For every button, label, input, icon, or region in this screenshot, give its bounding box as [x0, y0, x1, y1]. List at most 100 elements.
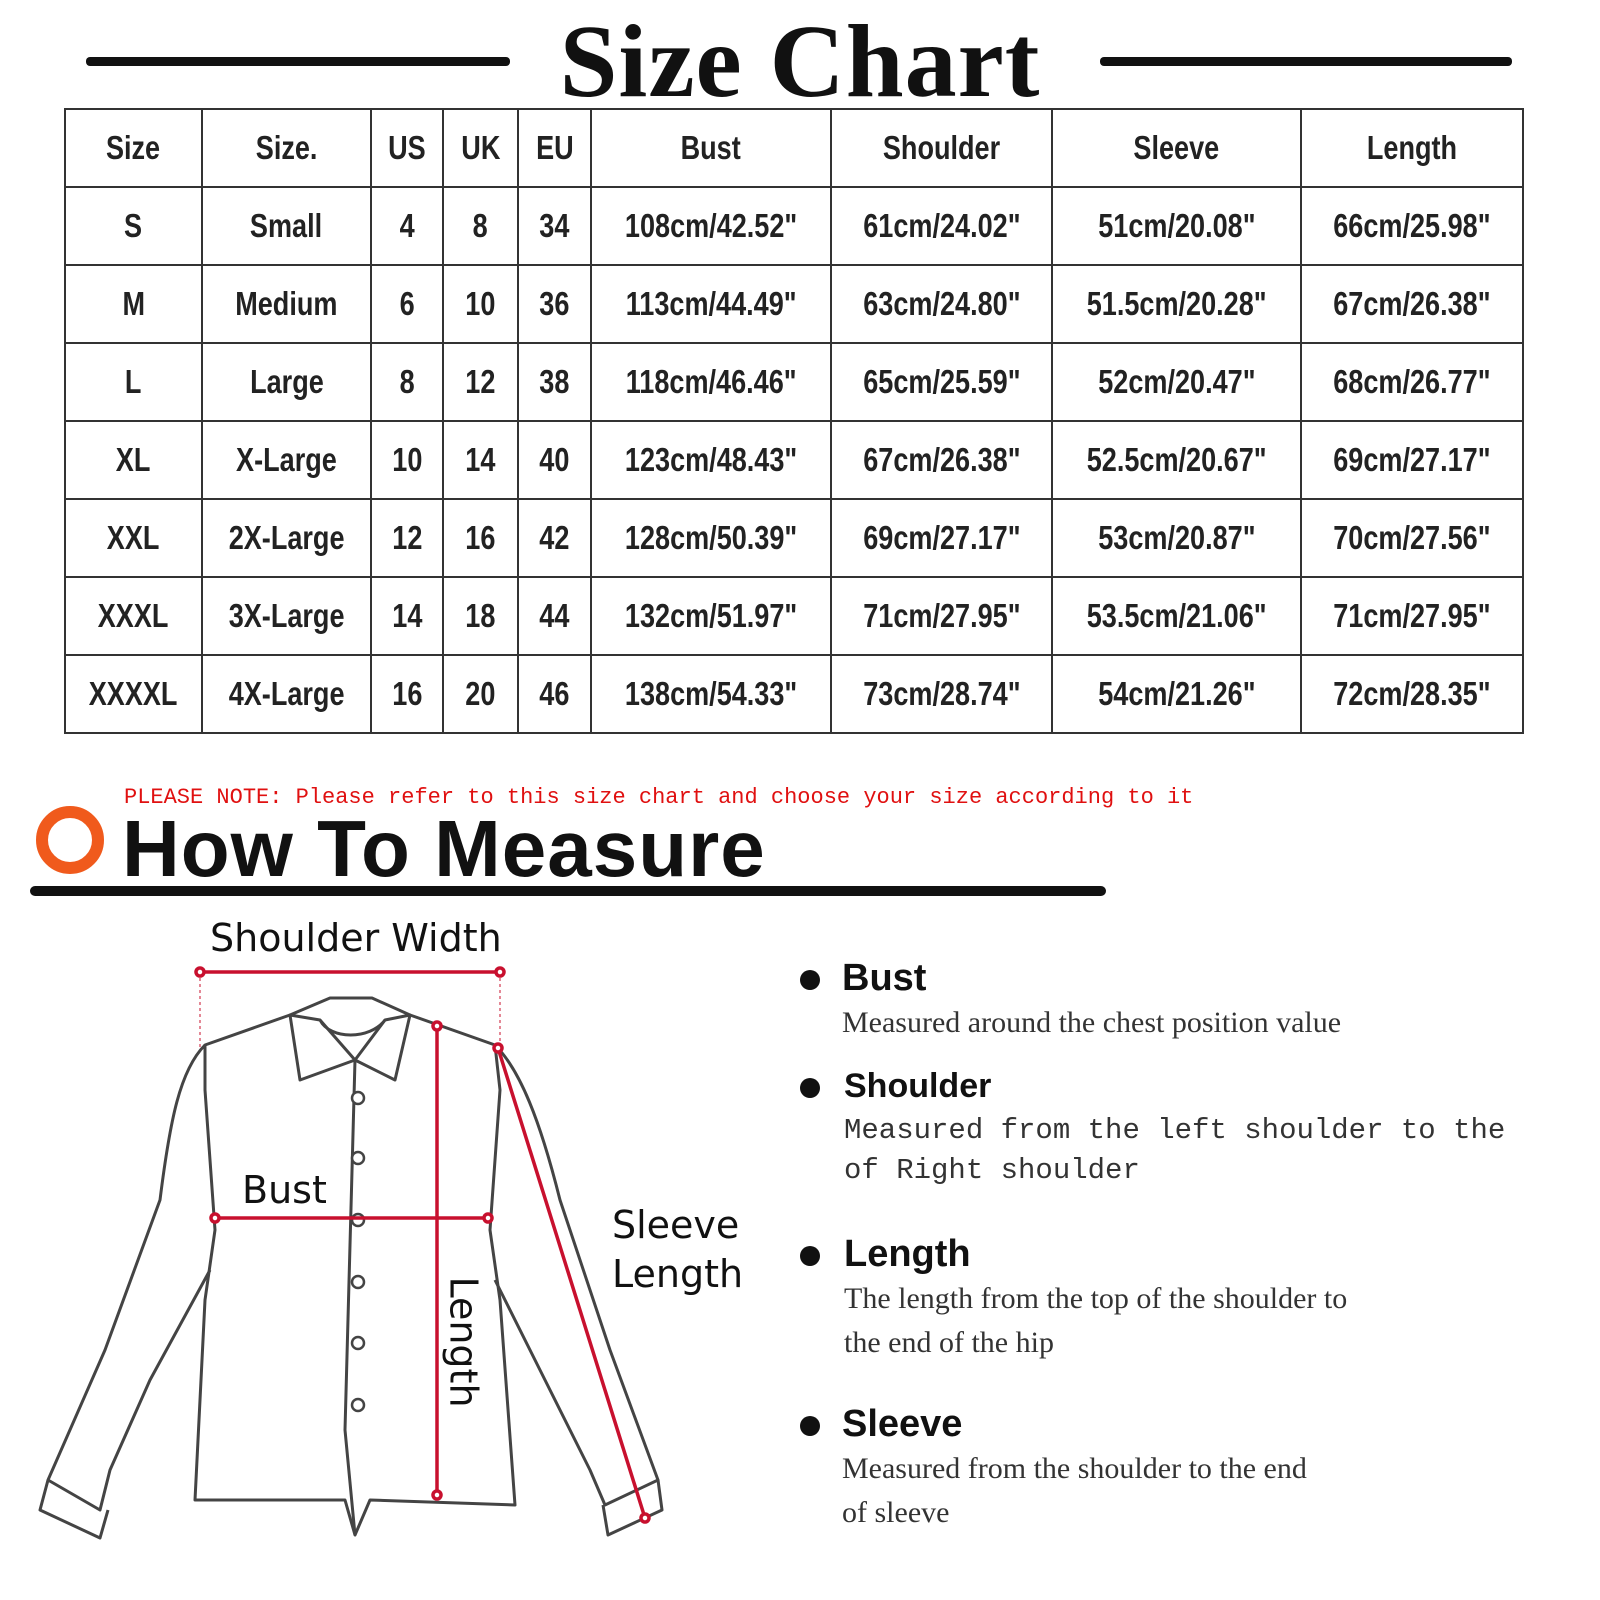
- cell-text: 14: [391, 597, 423, 634]
- table-cell: Small: [201, 186, 372, 266]
- cell-text: 132cm/51.97": [624, 597, 798, 634]
- table-cell: XL: [64, 420, 203, 500]
- cell-text: L: [125, 363, 142, 400]
- table-cell: 66cm/25.98": [1300, 186, 1524, 266]
- cell-text: 16: [391, 675, 423, 712]
- table-cell: 68cm/26.77": [1300, 342, 1524, 422]
- table-cell: 51cm/20.08": [1051, 186, 1302, 266]
- table-cell: 69cm/27.17": [830, 498, 1053, 578]
- table-cell: 36: [517, 264, 592, 344]
- cell-text: 20: [465, 675, 496, 712]
- bullet-icon: [800, 1416, 820, 1436]
- bullet-icon: [800, 1246, 820, 1266]
- table-cell: 71cm/27.95": [830, 576, 1053, 656]
- measure-item-desc: Measured from the left shoulder to the: [844, 1114, 1506, 1147]
- table-cell: 46: [517, 654, 592, 734]
- cell-text: 66cm/25.98": [1333, 207, 1491, 244]
- cell-text: 14: [465, 441, 496, 478]
- cell-text: 40: [539, 441, 570, 478]
- header-text: Bust: [680, 129, 742, 166]
- table-cell: 108cm/42.52": [590, 186, 832, 266]
- measure-item-desc: Measured around the chest position value: [842, 1006, 1342, 1039]
- table-cell: Medium: [201, 264, 372, 344]
- label-length: Length: [441, 1276, 486, 1408]
- cell-text: 65cm/25.59": [862, 363, 1021, 400]
- table-cell: 38: [517, 342, 592, 422]
- measure-item-desc: The length from the top of the shoulder …: [844, 1282, 1348, 1315]
- cell-text: 69cm/27.17": [862, 519, 1021, 556]
- table-cell: 61cm/24.02": [830, 186, 1053, 266]
- cell-text: 72cm/28.35": [1333, 675, 1491, 712]
- cell-text: Medium: [235, 285, 338, 322]
- title-rule-right: [1100, 57, 1512, 66]
- measure-item-desc: Measured from the shoulder to the end: [842, 1452, 1307, 1485]
- table-cell: 10: [442, 264, 519, 344]
- table-cell: 69cm/27.17": [1300, 420, 1524, 500]
- cell-text: X-Large: [236, 441, 337, 478]
- table-cell: 72cm/28.35": [1300, 654, 1524, 734]
- cell-text: 118cm/46.46": [625, 363, 797, 400]
- cell-text: 61cm/24.02": [862, 207, 1021, 244]
- cell-text: Large: [249, 363, 324, 400]
- bullet-icon: [800, 970, 820, 990]
- table-cell: 16: [442, 498, 519, 578]
- table-cell: 53.5cm/21.06": [1051, 576, 1302, 656]
- circle-bullet-icon: [36, 806, 104, 874]
- table-cell: 4X-Large: [201, 654, 372, 734]
- cell-text: 12: [391, 519, 423, 556]
- cell-text: 67cm/26.38": [1333, 285, 1491, 322]
- table-cell: 113cm/44.49": [590, 264, 832, 344]
- column-header: Shoulder: [830, 108, 1053, 188]
- table-cell: X-Large: [201, 420, 372, 500]
- cell-text: 10: [465, 285, 496, 322]
- column-header: EU: [517, 108, 592, 188]
- table-cell: 73cm/28.74": [830, 654, 1053, 734]
- cell-text: 108cm/42.52": [624, 207, 798, 244]
- size-table: Size Size. US UK EU Bust Shoulder Sleeve Length …: [64, 108, 1524, 734]
- cell-text: 38: [539, 363, 570, 400]
- cell-text: M: [122, 285, 145, 322]
- table-cell: 10: [370, 420, 444, 500]
- table-row: XL X-Large 10 14 40 123cm/48.43" 67cm/26.38" 52…: [64, 420, 1524, 500]
- cell-text: 53cm/20.87": [1097, 519, 1256, 556]
- table-cell: 53cm/20.87": [1051, 498, 1302, 578]
- measure-item-title: Sleeve: [842, 1403, 963, 1445]
- measure-item-desc: the end of the hip: [844, 1326, 1054, 1359]
- cell-text: 54cm/21.26": [1097, 675, 1256, 712]
- section-rule: [30, 886, 1106, 896]
- table-cell: XXXXL: [64, 654, 203, 734]
- table-row: S Small 4 8 34 108cm/42.52" 61cm/24.02" 51cm/20…: [64, 186, 1524, 266]
- header-text: Size.: [255, 129, 318, 166]
- header-text: Shoulder: [882, 129, 1001, 166]
- table-cell: 14: [442, 420, 519, 500]
- table-header-row: Size Size. US UK EU Bust Shoulder Sleeve Length: [64, 108, 1524, 188]
- shirt-diagram: [38, 966, 664, 1540]
- cell-text: XXXL: [98, 597, 169, 634]
- cell-text: 51.5cm/20.28": [1086, 285, 1267, 322]
- cell-text: 73cm/28.74": [862, 675, 1021, 712]
- header-text: UK: [460, 129, 501, 166]
- cell-text: 6: [399, 285, 415, 322]
- table-cell: 138cm/54.33": [590, 654, 832, 734]
- cell-text: 67cm/26.38": [862, 441, 1021, 478]
- cell-text: 70cm/27.56": [1333, 519, 1491, 556]
- cell-text: 36: [539, 285, 570, 322]
- table-cell: 18: [442, 576, 519, 656]
- table-cell: 70cm/27.56": [1300, 498, 1524, 578]
- bullet-icon: [800, 1078, 820, 1098]
- cell-text: 12: [465, 363, 496, 400]
- table-row: XXL 2X-Large 12 16 42 128cm/50.39" 69cm/27.17"…: [64, 498, 1524, 578]
- cell-text: 68cm/26.77": [1333, 363, 1491, 400]
- table-cell: 3X-Large: [201, 576, 372, 656]
- section-title: How To Measure: [122, 804, 766, 893]
- table-cell: 16: [370, 654, 444, 734]
- table-row: L Large 8 12 38 118cm/46.46" 65cm/25.59" 52cm/2…: [64, 342, 1524, 422]
- measure-lines: [194, 966, 651, 1524]
- table-cell: 42: [517, 498, 592, 578]
- table-row: M Medium 6 10 36 113cm/44.49" 63cm/24.80" 51.5c…: [64, 264, 1524, 344]
- cell-text: 51cm/20.08": [1097, 207, 1256, 244]
- page-title: Size Chart: [559, 4, 1041, 119]
- table-cell: 14: [370, 576, 444, 656]
- table-cell: 44: [517, 576, 592, 656]
- header-text: EU: [535, 129, 574, 166]
